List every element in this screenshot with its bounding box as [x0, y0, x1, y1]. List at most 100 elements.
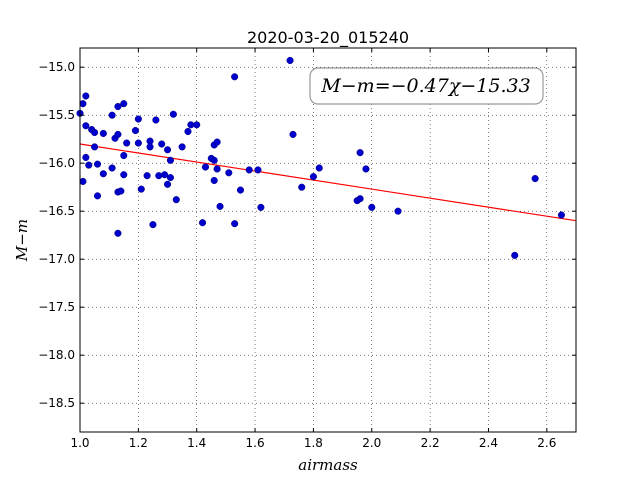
data-point [309, 173, 317, 181]
data-point [236, 186, 245, 194]
data-point [356, 195, 364, 203]
data-point [120, 100, 128, 108]
x-tick-label: 2.4 [479, 436, 498, 450]
fit-equation-frame [309, 67, 544, 105]
data-point [99, 170, 107, 178]
data-point [91, 128, 99, 137]
data-point [161, 171, 169, 179]
data-point [123, 139, 131, 147]
data-point [225, 169, 233, 177]
data-point [213, 138, 221, 146]
fit-line-group [79, 143, 577, 222]
x-tick-label: 2.2 [421, 436, 440, 450]
y-tick-labels: −15.0 −15.5 −16.0 −16.5 −17.0 −17.5 −18.0 −18.5 [38, 60, 75, 410]
data-point [137, 185, 145, 193]
fit-equation-box: M−m=−0.47χ−15.33 [309, 67, 544, 105]
data-point [82, 122, 90, 130]
data-point [511, 251, 519, 259]
data-point [368, 203, 376, 211]
data-point [93, 192, 102, 200]
data-points [76, 56, 565, 259]
data-point [169, 110, 177, 118]
data-point [198, 219, 207, 227]
data-point [362, 165, 370, 173]
data-point [99, 129, 107, 137]
data-point [93, 160, 102, 168]
data-point [82, 153, 90, 161]
data-point [254, 166, 262, 174]
axis-ticks [79, 48, 576, 432]
data-point [245, 166, 253, 174]
grid-lines [79, 48, 576, 432]
data-point [356, 149, 364, 157]
data-point [231, 220, 239, 228]
data-point [120, 151, 128, 160]
data-point [289, 130, 297, 138]
y-tick-label: −18.5 [38, 396, 75, 410]
data-point [210, 156, 218, 164]
y-tick-label: −15.0 [38, 60, 75, 74]
fit-line [79, 143, 577, 222]
data-point [193, 121, 201, 129]
data-point [91, 143, 99, 151]
y-axis-label: M−m [13, 219, 31, 262]
data-point [210, 176, 218, 185]
data-point [257, 203, 265, 211]
x-tick-label: 2.6 [537, 436, 556, 450]
y-tick-label: −18.0 [38, 348, 75, 362]
x-tick-labels: 1.0 1.2 1.4 1.6 1.8 2.0 2.2 2.4 2.6 [70, 436, 556, 450]
data-point [201, 163, 210, 171]
x-tick-label: 1.4 [187, 436, 206, 450]
data-point [114, 103, 122, 111]
fit-equation-text: M−m=−0.47χ−15.33 [320, 75, 530, 97]
data-point [134, 139, 142, 147]
data-point [216, 202, 224, 210]
y-tick-label: −17.0 [38, 252, 75, 266]
y-tick-label: −15.5 [38, 108, 75, 122]
data-point [172, 196, 180, 204]
data-point [184, 127, 192, 136]
data-point [158, 140, 166, 148]
data-point [152, 116, 160, 124]
data-point [134, 115, 142, 123]
data-point [79, 100, 87, 108]
data-point [114, 130, 122, 138]
x-tick-label: 1.0 [70, 436, 89, 450]
data-point [149, 221, 157, 229]
data-point [315, 164, 323, 172]
data-point [213, 165, 221, 173]
data-point [394, 207, 402, 215]
data-point [155, 172, 163, 180]
data-point [166, 174, 174, 182]
data-point [166, 156, 174, 164]
chart-title: 2020-03-20_015240 [247, 28, 409, 48]
data-point [146, 143, 154, 151]
plot-frame [79, 47, 577, 433]
data-point [143, 172, 151, 180]
data-point [163, 146, 172, 154]
data-point [85, 161, 93, 169]
x-axis-label: airmass [298, 456, 358, 474]
data-point [531, 175, 539, 183]
data-point [298, 183, 306, 191]
x-tick-label: 2.0 [362, 436, 381, 450]
data-point [557, 211, 565, 219]
data-point [117, 187, 125, 195]
data-point [114, 229, 122, 237]
data-point [79, 177, 87, 185]
data-point [82, 92, 90, 100]
data-point [120, 171, 128, 179]
y-tick-label: −16.5 [38, 204, 75, 218]
y-tick-label: −17.5 [38, 300, 75, 314]
data-point [131, 127, 139, 135]
data-point [108, 111, 116, 119]
data-point [108, 164, 116, 172]
data-point [286, 56, 294, 65]
data-point [163, 180, 172, 188]
data-point [231, 73, 239, 81]
x-tick-label: 1.6 [246, 436, 265, 450]
x-tick-label: 1.2 [129, 436, 148, 450]
data-point [178, 143, 186, 151]
x-tick-label: 1.8 [304, 436, 323, 450]
